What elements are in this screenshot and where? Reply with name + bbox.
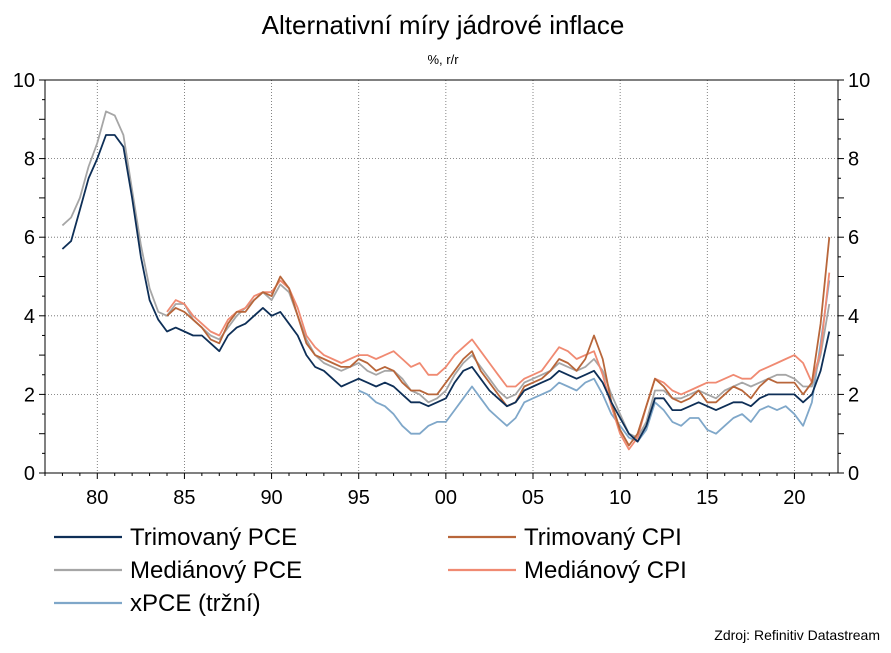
legend-label: Trimovaný PCE: [130, 524, 297, 551]
y-tick-label-right: 0: [848, 463, 859, 485]
x-tick-label: 85: [173, 487, 195, 509]
series-line: [166, 272, 831, 451]
legend-label: xPCE (tržní): [130, 590, 261, 617]
series-line: [61, 134, 831, 443]
y-tick-label-left: 8: [24, 149, 35, 171]
x-tick-label: 20: [783, 487, 805, 509]
x-tick-label: 00: [435, 487, 457, 509]
y-tick-label-right: 4: [848, 306, 859, 328]
chart-subtitle: %, r/r: [427, 52, 459, 67]
series-line: [166, 237, 831, 447]
legend-label: Trimovaný CPI: [524, 524, 682, 551]
y-tick-label-left: 6: [24, 227, 35, 249]
y-tick-label-right: 2: [848, 384, 859, 406]
y-tick-label-left: 2: [24, 384, 35, 406]
x-tick-label: 10: [609, 487, 631, 509]
series-line: [61, 110, 831, 439]
y-tick-label-right: 6: [848, 227, 859, 249]
series-line: [358, 280, 831, 443]
y-tick-label-left: 0: [24, 463, 35, 485]
x-tick-label: 15: [696, 487, 718, 509]
x-tick-label: 95: [348, 487, 370, 509]
y-tick-label-right: 10: [848, 70, 870, 92]
legend-label: Mediánový CPI: [524, 557, 687, 584]
source-note: Zdroj: Refinitiv Datastream: [714, 627, 880, 643]
legend: Trimovaný PCE Mediánový PCE xPCE (tržní) Tr…: [54, 524, 687, 617]
y-tick-label-right: 8: [848, 149, 859, 171]
legend-label: Mediánový PCE: [130, 557, 302, 584]
y-tick-label-left: 10: [13, 70, 35, 92]
series-lines: [61, 110, 831, 451]
plot-frame: [44, 79, 839, 474]
x-tick-label: 90: [260, 487, 282, 509]
chart-title: Alternativní míry jádrové inflace: [262, 10, 625, 40]
x-tick-label: 80: [86, 487, 108, 509]
y-tick-label-left: 4: [24, 306, 35, 328]
x-tick-label: 05: [522, 487, 544, 509]
grid-lines: [45, 80, 838, 473]
